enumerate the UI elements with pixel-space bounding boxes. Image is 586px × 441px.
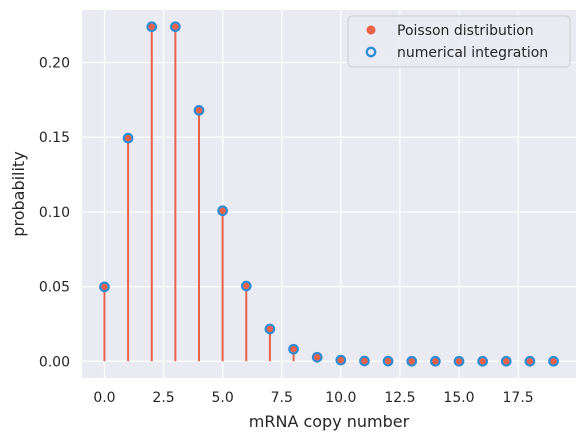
poisson-point xyxy=(408,358,415,365)
x-axis-label: mRNA copy number xyxy=(249,412,410,431)
numerical-integration-point xyxy=(382,355,394,367)
legend-marker-poisson xyxy=(366,25,376,35)
numerical-integration-point xyxy=(406,355,418,367)
poisson-point xyxy=(290,345,297,353)
tick-layer: 0.0 2.5 5.0 7.5 10.0 12.5 15.0 17.5 0.00 0.05 0.10… xyxy=(39,56,534,406)
poisson-point xyxy=(479,358,486,365)
numerical-integration-point xyxy=(477,355,488,367)
stem-layer xyxy=(103,26,390,362)
numerical-integration-point xyxy=(500,355,512,367)
legend-label-numerical: numerical integration xyxy=(397,45,548,61)
poisson-point xyxy=(243,282,250,290)
numerical-integration-point xyxy=(335,354,347,366)
numerical-integration-point xyxy=(99,281,110,293)
numerical-integration-point xyxy=(240,280,252,292)
numerical-integration-point xyxy=(146,21,158,33)
legend-box xyxy=(347,15,571,68)
x-tick-label: 15.0 xyxy=(443,390,474,406)
legend-label-poisson: Poisson distribution xyxy=(397,23,534,39)
numerical-integration-point xyxy=(430,355,441,367)
poisson-point xyxy=(432,358,439,365)
poisson-point xyxy=(219,207,226,214)
poisson-point xyxy=(172,23,179,30)
numerical-integration-point xyxy=(311,351,323,363)
x-tick-label: 10.0 xyxy=(325,390,356,406)
poisson-point xyxy=(337,356,345,364)
poisson-point xyxy=(361,357,368,365)
numerical-integration-point xyxy=(524,355,536,367)
poisson-point xyxy=(550,358,557,365)
marker-layer xyxy=(99,21,559,367)
numerical-integration-point xyxy=(288,343,299,355)
poisson-point xyxy=(526,358,534,365)
numerical-integration-point xyxy=(264,323,276,335)
poisson-point xyxy=(195,107,203,114)
x-tick-label: 5.0 xyxy=(212,390,234,406)
poisson-point xyxy=(266,325,274,333)
y-tick-label: 0.20 xyxy=(39,56,70,72)
legend-marker-numerical xyxy=(365,46,377,58)
x-tick-label: 2.5 xyxy=(152,390,174,406)
numerical-integration-point xyxy=(548,355,559,367)
numerical-integration-point xyxy=(170,21,181,33)
legend: Poisson distribution numerical integrati… xyxy=(347,15,571,68)
x-tick-label: 7.5 xyxy=(271,390,293,406)
poisson-point xyxy=(455,358,463,365)
plot-background xyxy=(82,10,576,378)
y-tick-label: 0.05 xyxy=(39,280,70,296)
y-tick-label: 0.00 xyxy=(39,354,70,370)
y-tick-label: 0.15 xyxy=(39,130,70,146)
y-axis-label: probability xyxy=(9,151,28,236)
numerical-integration-point xyxy=(453,355,465,367)
poisson-point xyxy=(148,23,155,30)
numerical-integration-point xyxy=(193,105,205,116)
x-tick-label: 0.0 xyxy=(93,390,115,406)
numerical-integration-point xyxy=(217,205,228,217)
poisson-point xyxy=(124,134,132,142)
grid-layer xyxy=(82,10,576,378)
poisson-point xyxy=(384,357,392,365)
y-tick-label: 0.10 xyxy=(39,205,70,221)
poisson-point xyxy=(101,283,108,291)
x-tick-label: 12.5 xyxy=(384,390,415,406)
numerical-integration-point xyxy=(122,132,134,144)
numerical-integration-point xyxy=(359,355,370,367)
x-tick-label: 17.5 xyxy=(503,390,534,406)
poisson-point xyxy=(313,354,321,361)
poisson-point xyxy=(503,358,510,365)
